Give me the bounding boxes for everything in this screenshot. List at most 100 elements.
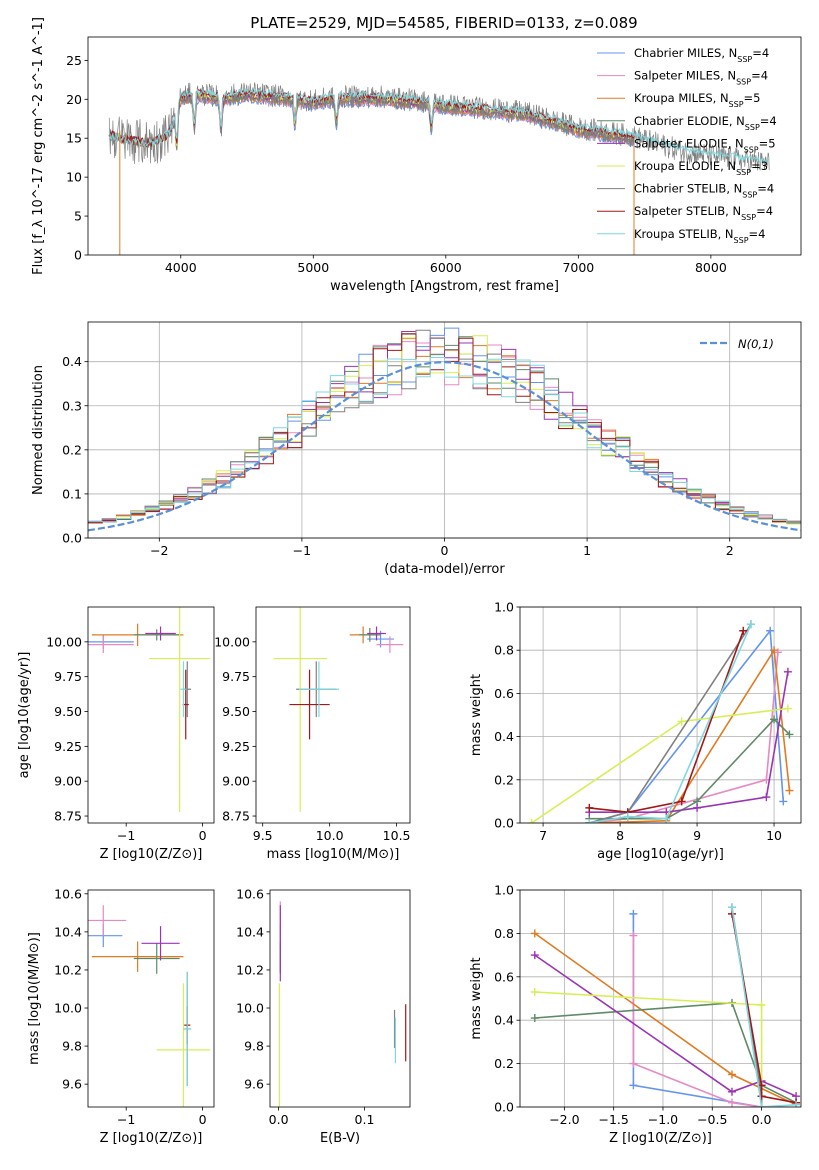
y-tick-label: 10.4	[54, 924, 82, 939]
y-axis-label: age [log10(age/yr)]	[17, 652, 32, 779]
y-tick-label: 9.50	[54, 704, 82, 719]
legend-label: Chabrier MILES, NSSP=4	[634, 46, 769, 64]
y-tick-label: 0.2	[62, 442, 82, 457]
x-tick-label: 7000	[562, 260, 594, 275]
axes-frame	[87, 321, 802, 539]
weight-marker	[629, 909, 638, 918]
plot-area	[527, 620, 794, 823]
y-tick-label: 10.00	[46, 634, 82, 649]
panel-residuals: −2 −1 0 1 2 0.0 0.1 0.2 0.3 0.4 (data-model)/error…	[31, 321, 802, 577]
x-tick-label: 0	[199, 828, 207, 843]
axes-frame	[87, 606, 215, 824]
weight-marker	[757, 1092, 766, 1101]
y-tick-label: 0.0	[494, 1100, 514, 1115]
legend-subscript: SSP	[745, 122, 760, 131]
legend-subscript: SSP	[742, 190, 757, 199]
x-tick-label: −1.5	[598, 1112, 628, 1127]
y-axis-label: mass weight	[469, 957, 484, 1039]
x-tick-label: 10.5	[383, 828, 411, 843]
weight-series	[589, 671, 789, 813]
weight-marker	[530, 951, 539, 960]
x-tick-label: −1	[293, 543, 311, 558]
y-tick-label: 9.6	[62, 1077, 82, 1092]
y-tick-label: 25	[66, 53, 82, 68]
y-tick-label: 0.4	[494, 729, 514, 744]
weight-marker	[585, 803, 594, 812]
y-tick-label: 0	[74, 248, 82, 263]
weight-marker	[677, 797, 686, 806]
x-tick-label: 10	[766, 828, 782, 843]
y-tick-label: 0.4	[494, 1013, 514, 1028]
legend-suffix: =5	[759, 136, 776, 150]
weight-series	[589, 628, 785, 823]
y-tick-label: 8.75	[54, 809, 82, 824]
y-tick-label: 9.00	[222, 774, 250, 789]
x-axis-label: age [log10(age/yr)]	[597, 847, 724, 862]
x-tick-label: −2	[150, 543, 168, 558]
y-tick-label: 0.0	[494, 816, 514, 831]
y-tick-label: 0.6	[494, 969, 514, 984]
weight-marker	[727, 903, 736, 912]
y-tick-label: 0.8	[494, 643, 514, 658]
weight-marker	[662, 814, 671, 823]
legend-label: N(0,1)	[738, 337, 774, 351]
legend-subscript: SSP	[736, 77, 751, 86]
x-tick-label: 2	[726, 543, 734, 558]
legend-subscript: SSP	[736, 168, 751, 177]
legend-label: Salpeter STELIB, NSSP=4	[634, 204, 773, 222]
y-tick-label: 10	[66, 170, 82, 185]
panel-age_vs_mass: 9.5 10.0 10.5 8.75 9.00 9.25 9.50 9.75 10.00 mass…	[214, 606, 411, 862]
weight-marker	[530, 987, 539, 996]
y-tick-label: 10.0	[236, 1001, 264, 1016]
weight-series	[534, 954, 797, 1097]
legend-suffix: =4	[752, 46, 769, 60]
x-tick-label: 0	[199, 1112, 207, 1127]
weight-series	[632, 935, 762, 1107]
axes-frame	[87, 889, 215, 1108]
x-tick-label: 5000	[297, 260, 329, 275]
weight-marker	[746, 620, 755, 629]
legend-label: Kroupa STELIB, NSSP=4	[634, 227, 765, 245]
y-tick-label: 9.6	[244, 1077, 264, 1092]
legend-subscript: SSP	[734, 235, 749, 244]
grid	[520, 606, 801, 824]
axes-frame	[519, 889, 802, 1108]
legend-label: Salpeter ELODIE, NSSP=5	[634, 136, 776, 154]
x-tick-label: 0.0	[752, 1112, 772, 1127]
axes-frame	[255, 606, 411, 824]
legend-label: Salpeter MILES, NSSP=4	[634, 69, 768, 87]
x-tick-label: −0.5	[697, 1112, 727, 1127]
weight-marker	[757, 1103, 766, 1107]
y-tick-label: 5	[74, 209, 82, 224]
legend-suffix: =4	[760, 114, 777, 128]
y-tick-label: 0.0	[62, 531, 82, 546]
weight-marker	[762, 793, 771, 802]
x-axis-label: mass [log10(M/M⊙)]	[267, 847, 400, 862]
histogram-series	[88, 357, 801, 523]
y-tick-label: 9.75	[222, 669, 250, 684]
weight-marker	[629, 1059, 638, 1068]
x-tick-label: 0.1	[355, 1112, 375, 1127]
legend-label: Chabrier ELODIE, NSSP=4	[634, 114, 777, 132]
weight-series	[589, 630, 745, 814]
panel-weight_vs_Z: −2.0 −1.5 −1.0 −0.5 0.0 0.0 0.2 0.4 0.6 0.8 1.0 Z […	[469, 883, 802, 1146]
y-tick-label: 1.0	[494, 883, 514, 898]
y-axis-label: mass [log10(M/M⊙)]	[27, 932, 42, 1065]
panel-mass_vs_Z: −1 0 9.6 9.8 10.0 10.2 10.4 10.6 Z [log10(Z/Z⊙)]…	[27, 886, 215, 1146]
x-tick-label: 8	[616, 828, 624, 843]
plot-area	[273, 607, 404, 812]
y-tick-label: 10.2	[54, 962, 82, 977]
x-axis-label: Z [log10(Z/Z⊙)]	[100, 1131, 203, 1146]
x-axis-label: Z [log10(Z/Z⊙)]	[100, 847, 203, 862]
legend-label: Kroupa ELODIE, NSSP=3	[634, 159, 768, 177]
weight-series	[589, 647, 791, 823]
axes-frame	[87, 36, 802, 256]
weight-marker	[629, 1081, 638, 1090]
plot-area	[278, 901, 407, 1107]
y-tick-label: 10.00	[214, 634, 250, 649]
x-tick-label: 6000	[430, 260, 462, 275]
weight-marker	[770, 646, 779, 655]
y-tick-label: 10.2	[236, 962, 264, 977]
y-tick-label: 10.4	[236, 924, 264, 939]
